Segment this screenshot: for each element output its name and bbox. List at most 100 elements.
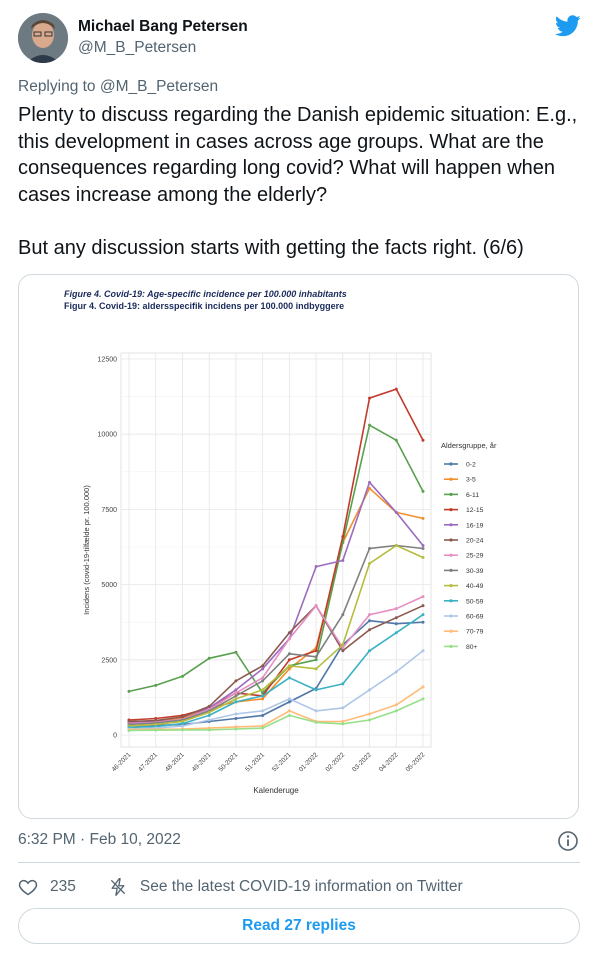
y-axis-label: Incidens (covid-19-tilfælde pr. 100.000) [82,485,91,615]
series-point-70-79 [261,724,265,728]
series-point-30-39 [421,547,425,551]
covid-info-text: See the latest COVID-19 information on T… [139,878,463,895]
divider [18,862,580,863]
series-point-20-24 [234,679,238,683]
series-point-50-59 [368,649,372,653]
author-block[interactable]: Michael Bang Petersen @M_B_Petersen [78,17,248,59]
series-point-16-19 [261,667,265,671]
legend-label: 6-11 [466,492,479,499]
avatar[interactable] [18,13,68,63]
tweet-media[interactable]: Figure 4. Covid-19: Age-specific inciden… [18,274,579,819]
x-tick-label: 05-2022 [405,751,427,773]
series-point-50-59 [234,700,238,704]
legend-marker [449,568,453,572]
plot-background [120,352,432,748]
like-button[interactable]: 235 [18,877,108,897]
x-tick-label: 47-2021 [137,751,159,773]
series-point-0-2 [394,622,398,626]
legend-label: 0-2 [466,462,476,469]
y-tick-label: 10000 [98,432,118,439]
series-point-50-59 [341,682,345,686]
series-point-40-49 [180,719,184,723]
series-point-60-69 [234,712,238,716]
series-point-25-29 [287,637,291,641]
series-point-40-49 [421,556,425,560]
series-point-80+ [314,720,318,724]
series-point-16-19 [341,559,345,563]
x-tick-label: 46-2021 [111,751,133,773]
series-line-40-49 [128,544,424,727]
series-point-40-49 [394,543,398,547]
author-name[interactable]: Michael Bang Petersen [78,18,248,35]
legend-marker [449,538,453,542]
series-point-25-29 [234,691,238,695]
series-point-20-24 [127,719,131,723]
author-handle[interactable]: @M_B_Petersen [78,39,197,56]
tweet-header: Michael Bang Petersen @M_B_Petersen [18,13,581,65]
series-point-70-79 [287,709,291,713]
series-point-25-29 [314,604,318,608]
legend-label: 70-79 [466,629,484,636]
reply-handle[interactable]: @M_B_Petersen [99,78,219,95]
series-point-16-19 [421,543,425,547]
series-point-70-79 [368,712,372,716]
series-point-0-2 [287,700,291,704]
series-point-60-69 [261,709,265,713]
series-point-80+ [341,722,345,726]
legend-label: 80+ [466,644,478,651]
series-point-80+ [394,709,398,713]
series-point-30-39 [341,613,345,617]
info-icon[interactable] [557,830,579,852]
legend-marker [449,599,453,603]
series-point-16-19 [368,480,372,484]
series-point-40-49 [314,667,318,671]
legend-marker [449,492,453,496]
series-point-6-11 [314,658,318,662]
chart-legend: Aldersgruppe, år 0-2 3-5 6-11 12-15 16-19 20-2… [441,441,497,651]
series-point-80+ [207,728,211,732]
series-point-70-79 [394,703,398,707]
series-line-30-39 [128,544,424,726]
series-point-30-39 [287,652,291,656]
tweet-timestamp[interactable]: 6:32 PM · Feb 10, 2022 [18,831,181,848]
y-tick-label: 12500 [98,357,118,364]
series-point-6-11 [154,683,158,687]
tweet-text: Plenty to discuss regarding the Danish e… [18,104,578,259]
series-point-25-29 [421,595,425,599]
series-point-6-11 [234,650,238,654]
twitter-bird-icon[interactable] [555,15,581,37]
series-point-20-24 [287,631,291,635]
series-point-25-29 [341,646,345,650]
series-point-80+ [234,727,238,731]
series-point-40-49 [287,664,291,668]
series-point-60-69 [368,688,372,692]
read-replies-button[interactable]: Read 27 replies [18,908,580,944]
x-tick-label: 04-2022 [378,751,400,773]
series-point-20-24 [207,704,211,708]
series-point-3-5 [261,697,265,701]
series-point-3-5 [421,516,425,520]
x-tick-label: 01-2022 [298,751,320,773]
series-point-50-59 [287,676,291,680]
series-point-80+ [127,728,131,732]
reply-context: Replying to @M_B_Petersen [18,78,218,96]
x-tick-label: 48-2021 [164,751,186,773]
series-point-60-69 [287,697,291,701]
series-line-80+ [128,698,424,732]
legend-label: 50-59 [466,598,484,605]
series-point-40-49 [154,722,158,726]
series-point-70-79 [234,725,238,729]
series-point-50-59 [314,688,318,692]
y-tick-label: 7500 [101,507,117,514]
covid-info-link[interactable]: See the latest COVID-19 information on T… [108,877,463,897]
legend-label: 60-69 [466,614,484,621]
series-point-20-24 [368,628,372,632]
series-point-40-49 [234,697,238,701]
y-tick-label: 0 [113,733,117,740]
series-point-40-49 [341,643,345,647]
y-tick-label: 2500 [101,657,117,664]
series-point-12-15 [154,716,158,720]
series-point-60-69 [314,709,318,713]
series-point-60-69 [421,649,425,653]
series-line-70-79 [128,686,424,731]
